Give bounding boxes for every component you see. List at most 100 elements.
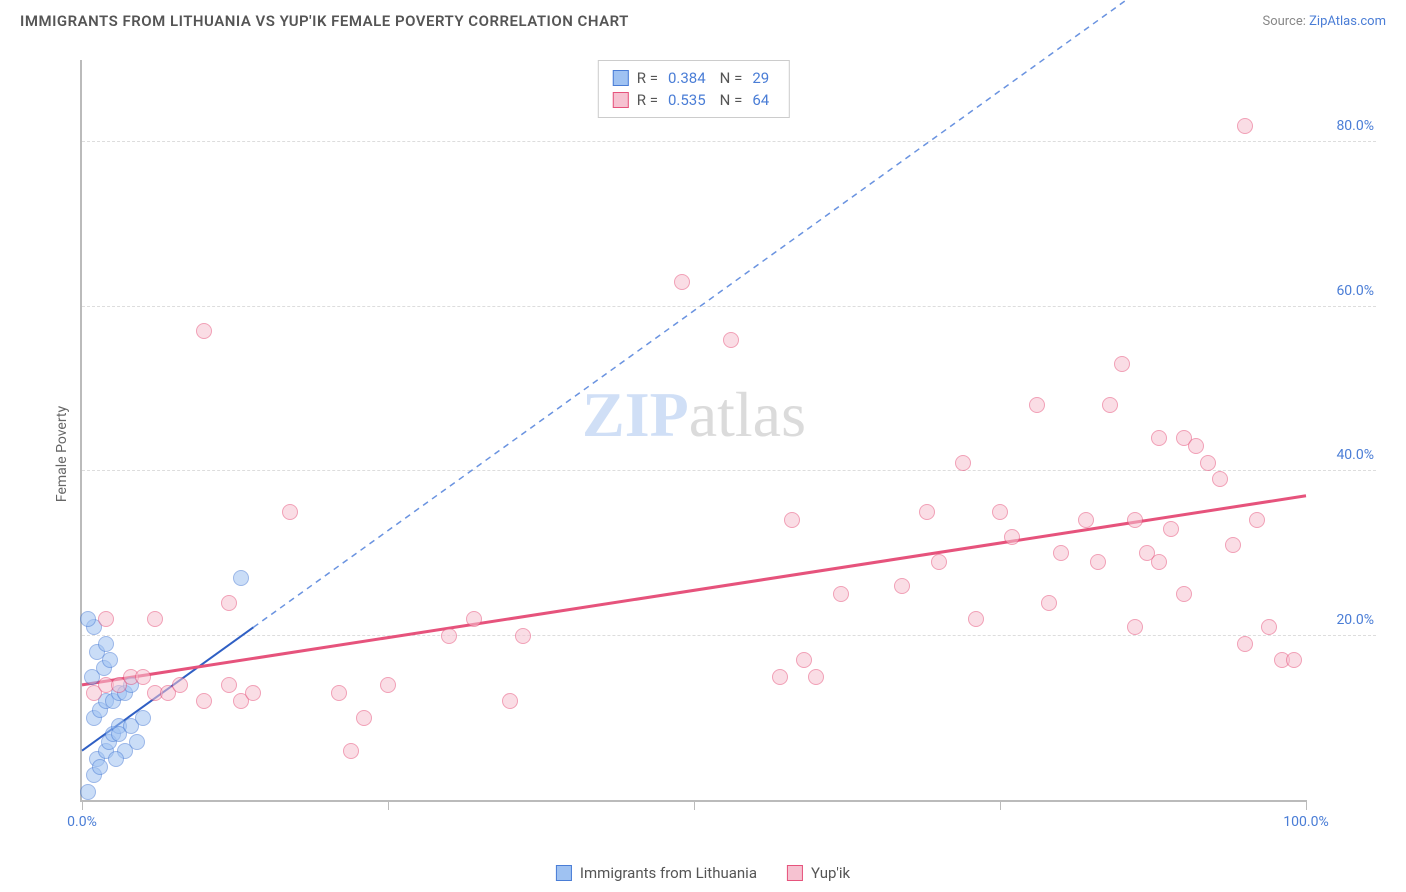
chart-area: Female Poverty R = 0.384 N = 29 R = 0.53…	[50, 50, 1386, 842]
n-label: N =	[720, 69, 743, 87]
data-point-series-2	[1151, 430, 1167, 446]
data-point-series-2	[955, 455, 971, 471]
data-point-series-2	[515, 628, 531, 644]
data-point-series-2	[441, 628, 457, 644]
r-value-1: 0.384	[668, 69, 706, 87]
x-tick	[82, 800, 83, 810]
swatch-series-2	[787, 865, 803, 881]
r-value-2: 0.535	[668, 91, 706, 109]
data-point-series-2	[356, 710, 372, 726]
data-point-series-2	[723, 332, 739, 348]
data-point-series-2	[1237, 636, 1253, 652]
data-point-series-2	[343, 743, 359, 759]
x-tick	[388, 800, 389, 810]
data-point-series-1	[108, 751, 124, 767]
data-point-series-2	[245, 685, 261, 701]
data-point-series-2	[992, 504, 1008, 520]
swatch-series-1	[556, 865, 572, 881]
source-prefix: Source:	[1262, 14, 1309, 29]
data-point-series-2	[282, 504, 298, 520]
data-point-series-2	[1212, 471, 1228, 487]
x-tick-label: 0.0%	[67, 814, 97, 830]
data-point-series-2	[968, 611, 984, 627]
swatch-series-1	[613, 70, 629, 86]
y-tick-label: 80.0%	[1336, 118, 1374, 134]
data-point-series-1	[92, 759, 108, 775]
data-point-series-2	[1078, 512, 1094, 528]
data-point-series-2	[1163, 521, 1179, 537]
series-legend: Immigrants from Lithuania Yup'ik	[556, 864, 850, 882]
x-tick	[1306, 800, 1307, 810]
data-point-series-2	[808, 669, 824, 685]
data-point-series-2	[172, 677, 188, 693]
legend-row-series-2: R = 0.535 N = 64	[613, 89, 775, 111]
legend-label-1: Immigrants from Lithuania	[580, 864, 757, 882]
data-point-series-2	[331, 685, 347, 701]
y-tick-label: 40.0%	[1336, 447, 1374, 463]
data-point-series-1	[80, 784, 96, 800]
data-point-series-2	[1029, 397, 1045, 413]
x-tick	[1000, 800, 1001, 810]
y-axis-label: Female Poverty	[54, 406, 70, 502]
data-point-series-2	[1053, 545, 1069, 561]
trend-lines	[82, 60, 1306, 800]
legend-row-series-1: R = 0.384 N = 29	[613, 67, 775, 89]
data-point-series-2	[221, 677, 237, 693]
legend-item-1: Immigrants from Lithuania	[556, 864, 757, 882]
plot-region: R = 0.384 N = 29 R = 0.535 N = 64 ZIPatl…	[80, 60, 1306, 802]
n-value-2: 64	[752, 91, 769, 109]
x-tick	[694, 800, 695, 810]
data-point-series-2	[1200, 455, 1216, 471]
data-point-series-2	[1114, 356, 1130, 372]
swatch-series-2	[613, 92, 629, 108]
data-point-series-2	[674, 274, 690, 290]
r-label: R =	[637, 91, 658, 109]
data-point-series-2	[466, 611, 482, 627]
data-point-series-2	[1102, 397, 1118, 413]
n-value-1: 29	[752, 69, 769, 87]
data-point-series-2	[1004, 529, 1020, 545]
r-label: R =	[637, 69, 658, 87]
source-attribution: Source: ZipAtlas.com	[1262, 14, 1386, 29]
x-tick-label: 100.0%	[1283, 814, 1328, 830]
data-point-series-2	[919, 504, 935, 520]
data-point-series-2	[796, 652, 812, 668]
data-point-series-2	[1249, 512, 1265, 528]
data-point-series-2	[196, 323, 212, 339]
y-tick-label: 60.0%	[1336, 283, 1374, 299]
data-point-series-2	[784, 512, 800, 528]
data-point-series-2	[221, 595, 237, 611]
chart-title: IMMIGRANTS FROM LITHUANIA VS YUP'IK FEMA…	[20, 12, 629, 30]
legend-item-2: Yup'ik	[787, 864, 850, 882]
data-point-series-2	[1127, 512, 1143, 528]
data-point-series-2	[1090, 554, 1106, 570]
data-point-series-2	[135, 669, 151, 685]
data-point-series-2	[1188, 438, 1204, 454]
data-point-series-1	[102, 652, 118, 668]
data-point-series-2	[1151, 554, 1167, 570]
data-point-series-2	[1261, 619, 1277, 635]
data-point-series-1	[233, 570, 249, 586]
data-point-series-1	[80, 611, 96, 627]
source-link[interactable]: ZipAtlas.com	[1309, 14, 1386, 29]
y-tick-label: 20.0%	[1336, 612, 1374, 628]
data-point-series-2	[147, 611, 163, 627]
data-point-series-1	[98, 636, 114, 652]
data-point-series-1	[135, 710, 151, 726]
chart-header: IMMIGRANTS FROM LITHUANIA VS YUP'IK FEMA…	[0, 0, 1406, 38]
data-point-series-2	[1286, 652, 1302, 668]
data-point-series-2	[196, 693, 212, 709]
n-label: N =	[720, 91, 743, 109]
data-point-series-2	[1176, 586, 1192, 602]
data-point-series-2	[931, 554, 947, 570]
data-point-series-2	[772, 669, 788, 685]
data-point-series-2	[1225, 537, 1241, 553]
data-point-series-2	[98, 611, 114, 627]
correlation-legend: R = 0.384 N = 29 R = 0.535 N = 64	[598, 60, 790, 118]
data-point-series-2	[833, 586, 849, 602]
data-point-series-2	[380, 677, 396, 693]
data-point-series-2	[1237, 118, 1253, 134]
data-point-series-2	[894, 578, 910, 594]
legend-label-2: Yup'ik	[811, 864, 850, 882]
data-point-series-2	[1127, 619, 1143, 635]
